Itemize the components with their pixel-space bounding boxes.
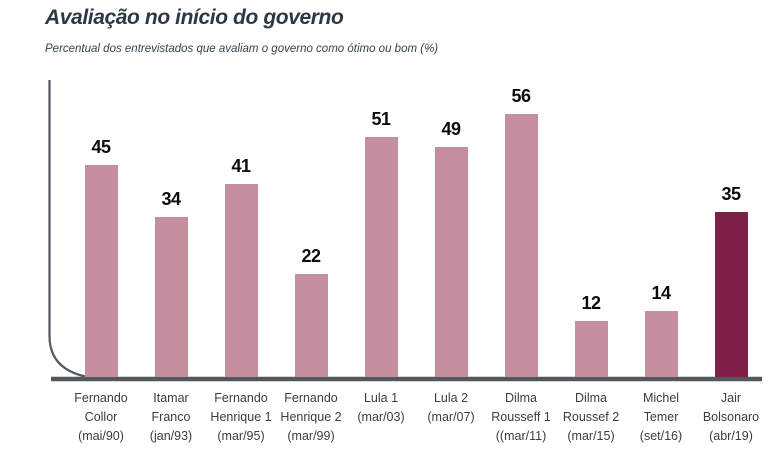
bar-value-label: 34	[161, 189, 181, 209]
labels-row: Fernando Collor (mai/90) Itamar Franco (…	[66, 389, 766, 446]
category-date: (jan/93)	[149, 429, 193, 443]
bar-value-label: 49	[441, 119, 461, 139]
bar	[644, 311, 678, 377]
bar	[364, 137, 398, 377]
bar-column: 34	[136, 70, 206, 377]
category-label: Lula 1 (mar/03)	[346, 389, 416, 446]
bar	[294, 274, 328, 377]
category-date: (mar/99)	[287, 429, 335, 443]
category-label: Fernando Henrique 1 (mar/95)	[206, 389, 276, 446]
bar-column: 49	[416, 70, 486, 377]
bar-column: 45	[66, 70, 136, 377]
category-date: (mai/90)	[78, 429, 124, 443]
category-date: (abr/19)	[709, 429, 753, 443]
bar	[224, 184, 258, 377]
category-label: Michel Temer (set/16)	[626, 389, 696, 446]
category-label: Dilma Roussef 2 (mar/15)	[556, 389, 626, 446]
bars-row: 45 34 41 22 51 49 56 12 14 35	[66, 70, 766, 377]
category-name: Fernando Henrique 1	[210, 391, 272, 424]
bar	[714, 212, 748, 377]
bar	[434, 147, 468, 377]
bar-column: 56	[486, 70, 556, 377]
category-name: Fernando Collor	[74, 391, 128, 424]
bar-value-label: 35	[721, 184, 741, 204]
chart-title: Avaliação no início do governo	[45, 6, 344, 29]
category-label: Fernando Collor (mai/90)	[66, 389, 136, 446]
bar	[154, 217, 188, 377]
bar-column: 14	[626, 70, 696, 377]
category-name: Jair Bolsonaro	[702, 391, 760, 424]
category-label: Fernando Henrique 2 (mar/99)	[276, 389, 346, 446]
category-date: ((mar/11)	[495, 429, 547, 443]
bar-column: 51	[346, 70, 416, 377]
bar-value-label: 12	[581, 293, 601, 313]
category-label: Itamar Franco (jan/93)	[136, 389, 206, 446]
bar-value-label: 56	[511, 86, 531, 106]
category-name: Michel Temer	[642, 391, 680, 424]
bar-value-label: 14	[651, 283, 671, 303]
category-date: (mar/07)	[427, 410, 475, 424]
bar-chart: 45 34 41 22 51 49 56 12 14 35 Ferna	[0, 70, 781, 454]
category-date: (mar/95)	[217, 429, 265, 443]
bar	[84, 165, 118, 377]
category-label: Dilma Rousseff 1 ((mar/11)	[486, 389, 556, 446]
chart-axes	[48, 80, 762, 382]
category-name: Dilma Rousseff 1	[491, 391, 551, 424]
category-label: Jair Bolsonaro (abr/19)	[696, 389, 766, 446]
category-label: Lula 2 (mar/07)	[416, 389, 486, 446]
bar-value-label: 22	[301, 246, 321, 266]
bar-column: 22	[276, 70, 346, 377]
bar	[504, 114, 538, 377]
bar-value-label: 51	[371, 109, 391, 129]
bar-column: 12	[556, 70, 626, 377]
bar-value-label: 45	[91, 137, 111, 157]
chart-subtitle: Percentual dos entrevistados que avaliam…	[45, 43, 439, 55]
bar-value-label: 41	[231, 156, 251, 176]
bar	[574, 321, 608, 377]
category-date: (mar/03)	[357, 410, 405, 424]
category-name: Itamar Franco	[151, 391, 191, 424]
category-name: Lula 2	[433, 391, 469, 405]
bar-column: 41	[206, 70, 276, 377]
category-date: (mar/15)	[567, 429, 615, 443]
category-name: Dilma Roussef 2	[562, 391, 620, 424]
category-name: Lula 1	[363, 391, 399, 405]
category-date: (set/16)	[639, 429, 683, 443]
category-name: Fernando Henrique 2	[280, 391, 342, 424]
bar-column: 35	[696, 70, 766, 377]
